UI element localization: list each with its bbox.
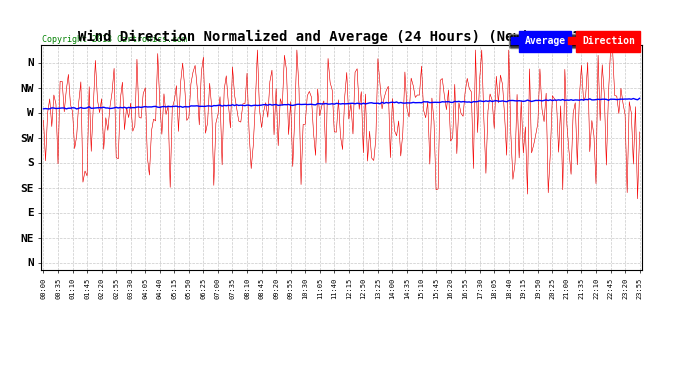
- Legend: Average, Direction: Average, Direction: [509, 34, 637, 48]
- Title: Wind Direction Normalized and Average (24 Hours) (New) 20131205: Wind Direction Normalized and Average (2…: [78, 30, 605, 44]
- Text: Copyright 2013 Cartronics.com: Copyright 2013 Cartronics.com: [42, 35, 187, 44]
